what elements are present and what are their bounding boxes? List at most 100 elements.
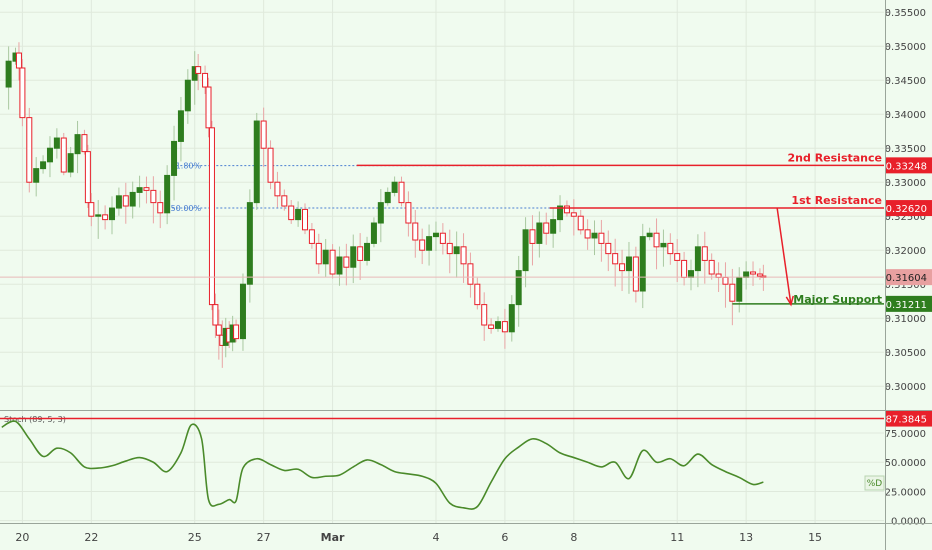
candle[interactable]	[177, 96, 184, 162]
candle[interactable]	[281, 189, 288, 211]
candle[interactable]	[495, 316, 502, 332]
candle[interactable]	[364, 236, 371, 266]
candle[interactable]	[377, 189, 384, 243]
candle[interactable]	[164, 165, 171, 225]
candle[interactable]	[315, 233, 322, 274]
candlesticks[interactable]	[5, 42, 767, 368]
candle[interactable]	[619, 249, 626, 292]
candle[interactable]	[660, 229, 667, 267]
candle[interactable]	[46, 136, 53, 178]
candle[interactable]	[405, 191, 412, 237]
candle[interactable]	[729, 268, 736, 326]
candle[interactable]	[102, 205, 109, 230]
candle[interactable]	[343, 243, 350, 286]
candle[interactable]	[184, 69, 191, 124]
candle[interactable]	[195, 54, 202, 91]
candle[interactable]	[529, 215, 536, 266]
candle[interactable]	[391, 176, 398, 197]
candle[interactable]	[267, 140, 274, 190]
candle[interactable]	[67, 146, 74, 178]
candle[interactable]	[308, 223, 315, 249]
candle[interactable]	[625, 241, 632, 294]
candle[interactable]	[439, 223, 446, 255]
candle[interactable]	[370, 217, 377, 248]
candle[interactable]	[253, 112, 260, 210]
candle[interactable]	[233, 319, 240, 343]
candle[interactable]	[598, 219, 605, 262]
candle[interactable]	[446, 229, 453, 274]
candle[interactable]	[208, 120, 215, 311]
candle[interactable]	[605, 230, 612, 272]
candle[interactable]	[515, 255, 522, 327]
candle[interactable]	[15, 42, 22, 81]
candle[interactable]	[202, 65, 209, 94]
candle[interactable]	[274, 171, 281, 208]
candle[interactable]	[288, 200, 295, 224]
candle[interactable]	[109, 196, 116, 235]
candle[interactable]	[239, 273, 246, 351]
candle[interactable]	[53, 128, 60, 159]
candle[interactable]	[667, 233, 674, 265]
candle[interactable]	[460, 233, 467, 283]
candle[interactable]	[701, 231, 708, 284]
candle[interactable]	[336, 246, 343, 286]
candle[interactable]	[646, 227, 653, 241]
candle[interactable]	[88, 193, 95, 227]
candle[interactable]	[329, 244, 336, 279]
candle[interactable]	[508, 295, 515, 342]
candle[interactable]	[84, 144, 91, 208]
candle[interactable]	[350, 234, 357, 284]
candle[interactable]	[212, 293, 219, 338]
candle[interactable]	[40, 155, 47, 174]
candle[interactable]	[577, 209, 584, 235]
candle[interactable]	[260, 107, 267, 167]
candle[interactable]	[171, 125, 178, 201]
candle[interactable]	[398, 176, 405, 207]
candle[interactable]	[136, 175, 143, 208]
candle[interactable]	[129, 181, 136, 219]
candle[interactable]	[501, 308, 508, 349]
candle[interactable]	[205, 77, 212, 138]
candle[interactable]	[33, 157, 40, 197]
candle[interactable]	[295, 201, 302, 227]
candle[interactable]	[591, 220, 598, 256]
candle[interactable]	[612, 238, 619, 287]
candle[interactable]	[694, 234, 701, 288]
candle[interactable]	[384, 187, 391, 206]
candle[interactable]	[750, 261, 757, 286]
candle[interactable]	[536, 211, 543, 258]
candle[interactable]	[302, 203, 309, 235]
candle[interactable]	[419, 228, 426, 265]
candle[interactable]	[570, 199, 577, 236]
candle[interactable]	[557, 195, 564, 233]
candle[interactable]	[60, 132, 67, 176]
candle[interactable]	[432, 221, 439, 251]
candle[interactable]	[708, 253, 715, 280]
candle[interactable]	[95, 200, 102, 239]
candle[interactable]	[322, 238, 329, 278]
candle[interactable]	[550, 207, 557, 248]
candle[interactable]	[122, 182, 129, 224]
candle[interactable]	[453, 231, 460, 278]
candle[interactable]	[19, 59, 26, 127]
candle[interactable]	[467, 252, 474, 298]
candle[interactable]	[522, 217, 529, 288]
candle[interactable]	[150, 176, 157, 224]
candle[interactable]	[653, 218, 660, 270]
candle[interactable]	[74, 120, 81, 174]
candle[interactable]	[488, 318, 495, 334]
candle[interactable]	[426, 224, 433, 266]
candle[interactable]	[143, 176, 150, 204]
candle[interactable]	[756, 268, 763, 280]
candle[interactable]	[81, 129, 88, 155]
candle[interactable]	[639, 223, 646, 309]
candle[interactable]	[474, 277, 481, 310]
candle[interactable]	[246, 189, 253, 303]
candle[interactable]	[584, 219, 591, 250]
candle[interactable]	[115, 187, 122, 216]
candle[interactable]	[481, 292, 488, 341]
candle[interactable]	[215, 309, 222, 360]
candle[interactable]	[26, 107, 33, 193]
candle[interactable]	[357, 233, 364, 280]
